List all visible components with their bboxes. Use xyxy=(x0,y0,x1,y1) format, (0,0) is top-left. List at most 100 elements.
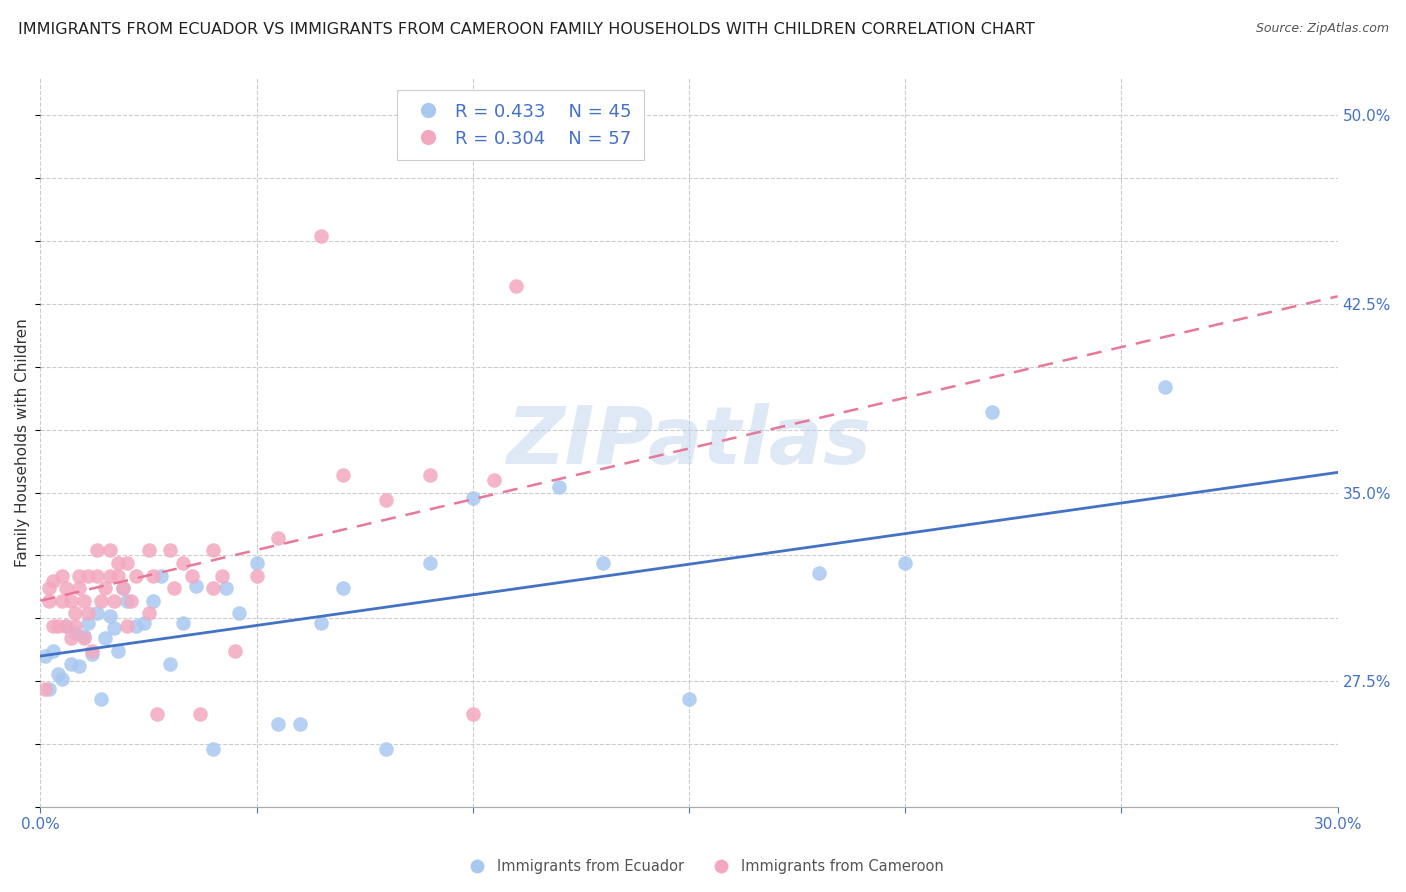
Point xyxy=(172,556,194,570)
Point xyxy=(46,666,69,681)
Point xyxy=(115,556,138,570)
Point xyxy=(107,556,129,570)
Point xyxy=(77,616,100,631)
Point xyxy=(678,691,700,706)
Point xyxy=(150,568,173,582)
Point xyxy=(592,556,614,570)
Point xyxy=(138,543,160,558)
Point xyxy=(419,467,441,482)
Point xyxy=(98,543,121,558)
Point xyxy=(461,706,484,721)
Point xyxy=(51,593,73,607)
Point xyxy=(34,648,56,663)
Point xyxy=(98,608,121,623)
Point xyxy=(332,581,354,595)
Point xyxy=(215,581,238,595)
Point xyxy=(120,593,142,607)
Point xyxy=(548,481,571,495)
Point xyxy=(159,657,181,671)
Point xyxy=(202,543,225,558)
Point xyxy=(211,568,233,582)
Point xyxy=(77,607,100,621)
Point xyxy=(224,644,246,658)
Point xyxy=(124,568,146,582)
Point xyxy=(38,593,60,607)
Point xyxy=(67,659,90,673)
Point xyxy=(90,593,112,607)
Point xyxy=(59,632,82,646)
Point xyxy=(1153,380,1175,394)
Point xyxy=(172,616,194,631)
Point xyxy=(55,581,77,595)
Point xyxy=(107,644,129,658)
Point xyxy=(86,607,108,621)
Point xyxy=(146,706,169,721)
Point xyxy=(38,681,60,696)
Point xyxy=(288,717,311,731)
Point xyxy=(138,607,160,621)
Point xyxy=(34,681,56,696)
Point xyxy=(103,621,125,635)
Point xyxy=(311,228,333,243)
Point xyxy=(202,581,225,595)
Point xyxy=(94,632,117,646)
Point xyxy=(190,706,212,721)
Point xyxy=(267,717,290,731)
Point xyxy=(51,672,73,686)
Point xyxy=(115,619,138,633)
Point xyxy=(159,543,181,558)
Point xyxy=(42,619,65,633)
Point xyxy=(67,568,90,582)
Point xyxy=(142,593,165,607)
Point xyxy=(202,742,225,756)
Point xyxy=(124,619,146,633)
Point xyxy=(55,619,77,633)
Point xyxy=(59,593,82,607)
Point xyxy=(82,644,104,658)
Point xyxy=(980,405,1002,419)
Point xyxy=(142,568,165,582)
Point xyxy=(375,742,398,756)
Text: Source: ZipAtlas.com: Source: ZipAtlas.com xyxy=(1256,22,1389,36)
Point xyxy=(807,566,830,580)
Y-axis label: Family Households with Children: Family Households with Children xyxy=(15,318,30,566)
Point xyxy=(42,644,65,658)
Point xyxy=(77,568,100,582)
Point xyxy=(107,568,129,582)
Text: ZIPatlas: ZIPatlas xyxy=(506,403,872,481)
Point xyxy=(375,493,398,508)
Point xyxy=(267,531,290,545)
Point xyxy=(484,473,506,487)
Point xyxy=(51,568,73,582)
Point xyxy=(419,556,441,570)
Point xyxy=(505,279,527,293)
Point xyxy=(98,568,121,582)
Point xyxy=(111,581,134,595)
Point xyxy=(59,657,82,671)
Point xyxy=(55,619,77,633)
Legend: Immigrants from Ecuador, Immigrants from Cameroon: Immigrants from Ecuador, Immigrants from… xyxy=(457,854,949,880)
Point xyxy=(115,593,138,607)
Point xyxy=(63,626,86,640)
Point xyxy=(38,581,60,595)
Point xyxy=(90,691,112,706)
Point xyxy=(63,619,86,633)
Point xyxy=(82,647,104,661)
Text: IMMIGRANTS FROM ECUADOR VS IMMIGRANTS FROM CAMEROON FAMILY HOUSEHOLDS WITH CHILD: IMMIGRANTS FROM ECUADOR VS IMMIGRANTS FR… xyxy=(18,22,1035,37)
Point xyxy=(103,593,125,607)
Point xyxy=(86,543,108,558)
Point xyxy=(63,607,86,621)
Point xyxy=(311,616,333,631)
Point xyxy=(332,467,354,482)
Point xyxy=(461,491,484,505)
Point xyxy=(86,568,108,582)
Point xyxy=(94,581,117,595)
Point xyxy=(46,619,69,633)
Point xyxy=(42,574,65,588)
Point xyxy=(228,607,250,621)
Legend: R = 0.433    N = 45, R = 0.304    N = 57: R = 0.433 N = 45, R = 0.304 N = 57 xyxy=(396,90,644,161)
Point xyxy=(246,568,269,582)
Point xyxy=(180,568,202,582)
Point xyxy=(67,581,90,595)
Point xyxy=(111,581,134,595)
